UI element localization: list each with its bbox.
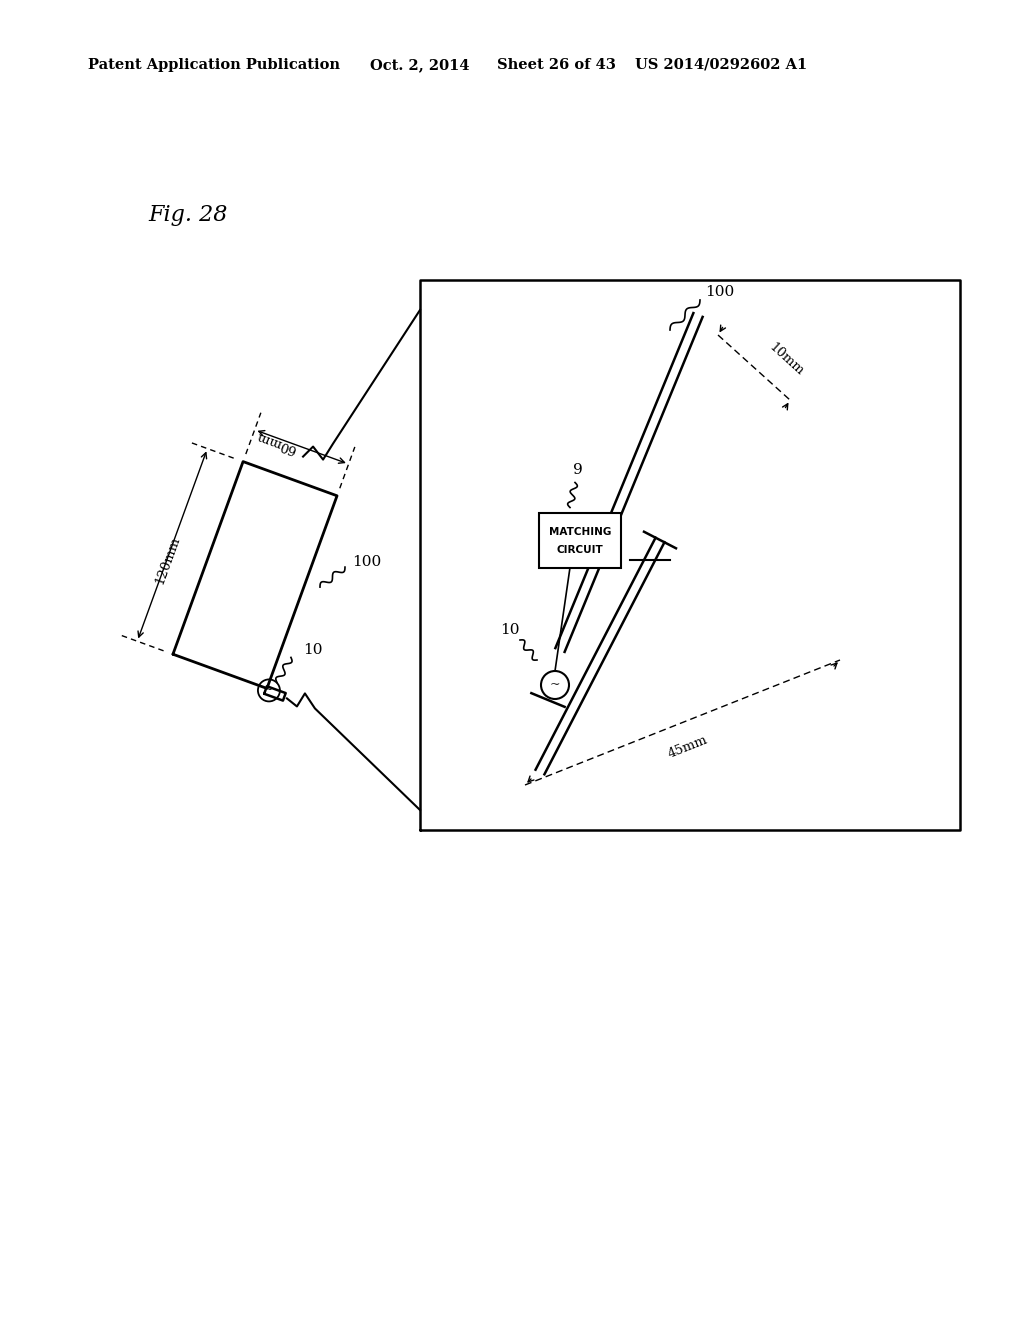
Text: 100: 100 [352,556,381,569]
Text: US 2014/0292602 A1: US 2014/0292602 A1 [635,58,807,73]
Text: Patent Application Publication: Patent Application Publication [88,58,340,73]
Text: Oct. 2, 2014: Oct. 2, 2014 [370,58,469,73]
Text: ~: ~ [264,685,273,696]
Text: Fig. 28: Fig. 28 [148,205,227,226]
Text: 120mm: 120mm [153,535,182,586]
Text: 45mm: 45mm [666,734,710,762]
Bar [539,512,621,568]
Text: 9: 9 [573,463,583,478]
Text: 10: 10 [303,643,323,657]
Text: 100: 100 [705,285,734,300]
Text: 10mm: 10mm [766,341,806,379]
Text: ~: ~ [550,678,560,692]
Text: MATCHING: MATCHING [549,527,611,537]
Text: Sheet 26 of 43: Sheet 26 of 43 [497,58,615,73]
Text: 60mm: 60mm [255,429,299,455]
Text: CIRCUIT: CIRCUIT [557,545,603,554]
Text: 10: 10 [501,623,520,638]
